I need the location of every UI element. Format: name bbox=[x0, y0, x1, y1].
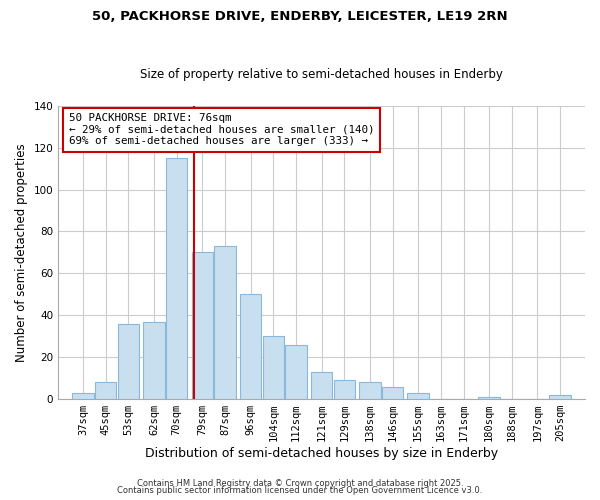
Text: Contains HM Land Registry data © Crown copyright and database right 2025.: Contains HM Land Registry data © Crown c… bbox=[137, 478, 463, 488]
Bar bbox=[95, 382, 116, 399]
Bar bbox=[407, 393, 429, 399]
Bar bbox=[240, 294, 261, 399]
Bar bbox=[166, 158, 187, 399]
Title: Size of property relative to semi-detached houses in Enderby: Size of property relative to semi-detach… bbox=[140, 68, 503, 81]
Text: 50, PACKHORSE DRIVE, ENDERBY, LEICESTER, LE19 2RN: 50, PACKHORSE DRIVE, ENDERBY, LEICESTER,… bbox=[92, 10, 508, 23]
Bar bbox=[143, 322, 164, 399]
Bar bbox=[214, 246, 236, 399]
Bar bbox=[382, 386, 403, 399]
Bar bbox=[191, 252, 213, 399]
Y-axis label: Number of semi-detached properties: Number of semi-detached properties bbox=[15, 143, 28, 362]
Text: Contains public sector information licensed under the Open Government Licence v3: Contains public sector information licen… bbox=[118, 486, 482, 495]
Bar bbox=[550, 395, 571, 399]
Bar bbox=[311, 372, 332, 399]
Bar bbox=[286, 344, 307, 399]
Bar bbox=[118, 324, 139, 399]
Bar bbox=[334, 380, 355, 399]
Bar bbox=[359, 382, 380, 399]
Bar bbox=[263, 336, 284, 399]
Bar bbox=[73, 393, 94, 399]
X-axis label: Distribution of semi-detached houses by size in Enderby: Distribution of semi-detached houses by … bbox=[145, 447, 498, 460]
Bar bbox=[478, 397, 500, 399]
Text: 50 PACKHORSE DRIVE: 76sqm
← 29% of semi-detached houses are smaller (140)
69% of: 50 PACKHORSE DRIVE: 76sqm ← 29% of semi-… bbox=[69, 113, 374, 146]
